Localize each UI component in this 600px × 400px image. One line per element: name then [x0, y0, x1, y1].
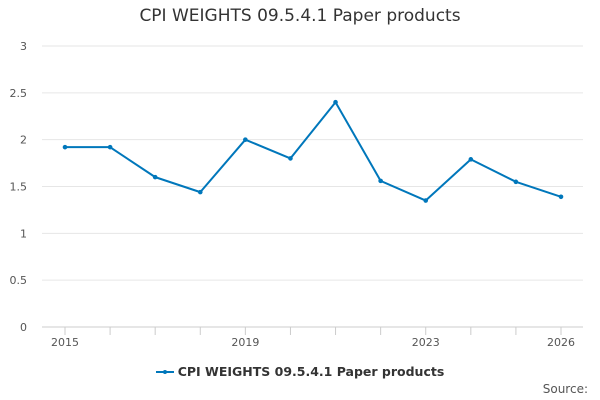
x-tick-label: 2023 [412, 336, 440, 349]
y-tick-label: 1 [20, 227, 27, 240]
data-point [468, 157, 474, 162]
data-point [558, 194, 564, 200]
x-tick-label: 2026 [547, 336, 575, 349]
data-point [243, 137, 248, 142]
x-tick-label: 2015 [51, 336, 79, 349]
legend-swatch [155, 367, 174, 377]
data-point [197, 189, 203, 195]
data-point [107, 144, 113, 150]
legend-label: CPI WEIGHTS 09.5.4.1 Paper products [177, 364, 445, 379]
y-tick-label: 3 [20, 40, 27, 53]
x-tick-label: 2019 [231, 336, 259, 349]
legend[interactable]: CPI WEIGHTS 09.5.4.1 Paper products [0, 363, 600, 379]
y-tick-label: 0.5 [10, 274, 28, 287]
data-point [513, 179, 519, 185]
y-tick-label: 2.5 [10, 87, 28, 100]
y-tick-label: 1.5 [10, 181, 28, 194]
data-point [333, 99, 338, 105]
data-point [62, 144, 68, 150]
data-point [152, 174, 158, 180]
y-tick-label: 2 [20, 134, 27, 147]
source-label: Source: [542, 382, 588, 396]
series-line [65, 101, 562, 202]
data-point [288, 156, 293, 161]
data-point [423, 198, 429, 203]
chart-title: CPI WEIGHTS 09.5.4.1 Paper products [139, 6, 461, 26]
data-point [378, 178, 383, 184]
y-tick-label: 0 [20, 321, 27, 334]
